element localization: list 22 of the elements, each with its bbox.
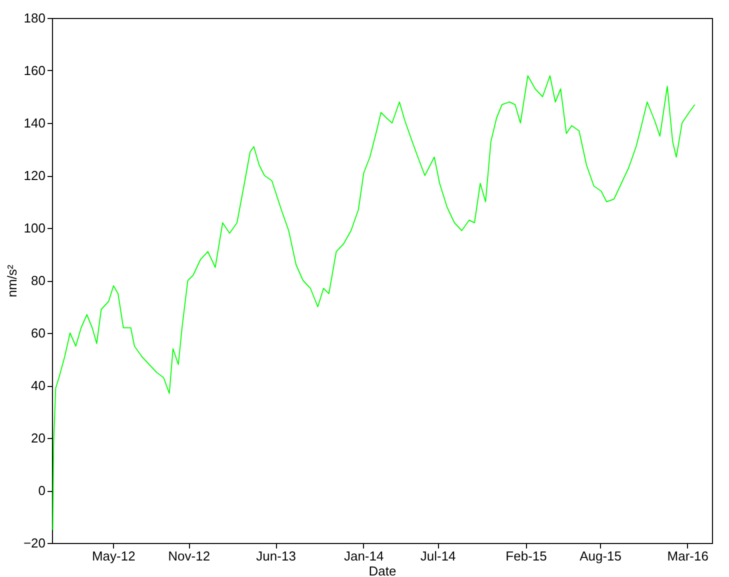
x-tick-label: Feb-15 <box>506 548 547 564</box>
y-tick-label: 120 <box>24 168 46 183</box>
x-axis-title: Date <box>368 564 396 577</box>
y-tick-label: 140 <box>24 116 46 130</box>
y-tick-label: 160 <box>24 63 46 78</box>
x-tick-label: Mar-16 <box>667 548 708 564</box>
y-tick-label: 40 <box>31 378 46 393</box>
y-tick-label: 180 <box>24 10 46 26</box>
y-tick-label: 20 <box>31 430 46 446</box>
y-tick-label: 60 <box>31 326 46 340</box>
x-tick-label: Jun-13 <box>256 548 296 564</box>
line-series <box>52 75 696 530</box>
y-tick-label: 80 <box>31 273 46 288</box>
y-tick-label: 0 <box>38 483 46 498</box>
y-tick-label: 100 <box>24 220 46 236</box>
x-tick-label: Aug-15 <box>580 548 622 564</box>
x-tick-label: Jan-14 <box>344 548 384 564</box>
x-tick-label: May-12 <box>92 548 136 564</box>
x-tick-label: Jul-14 <box>420 548 456 564</box>
y-tick-label: −20 <box>23 536 46 550</box>
x-tick-label: Nov-12 <box>168 548 210 564</box>
y-axis-title: nm/s² <box>4 264 20 298</box>
